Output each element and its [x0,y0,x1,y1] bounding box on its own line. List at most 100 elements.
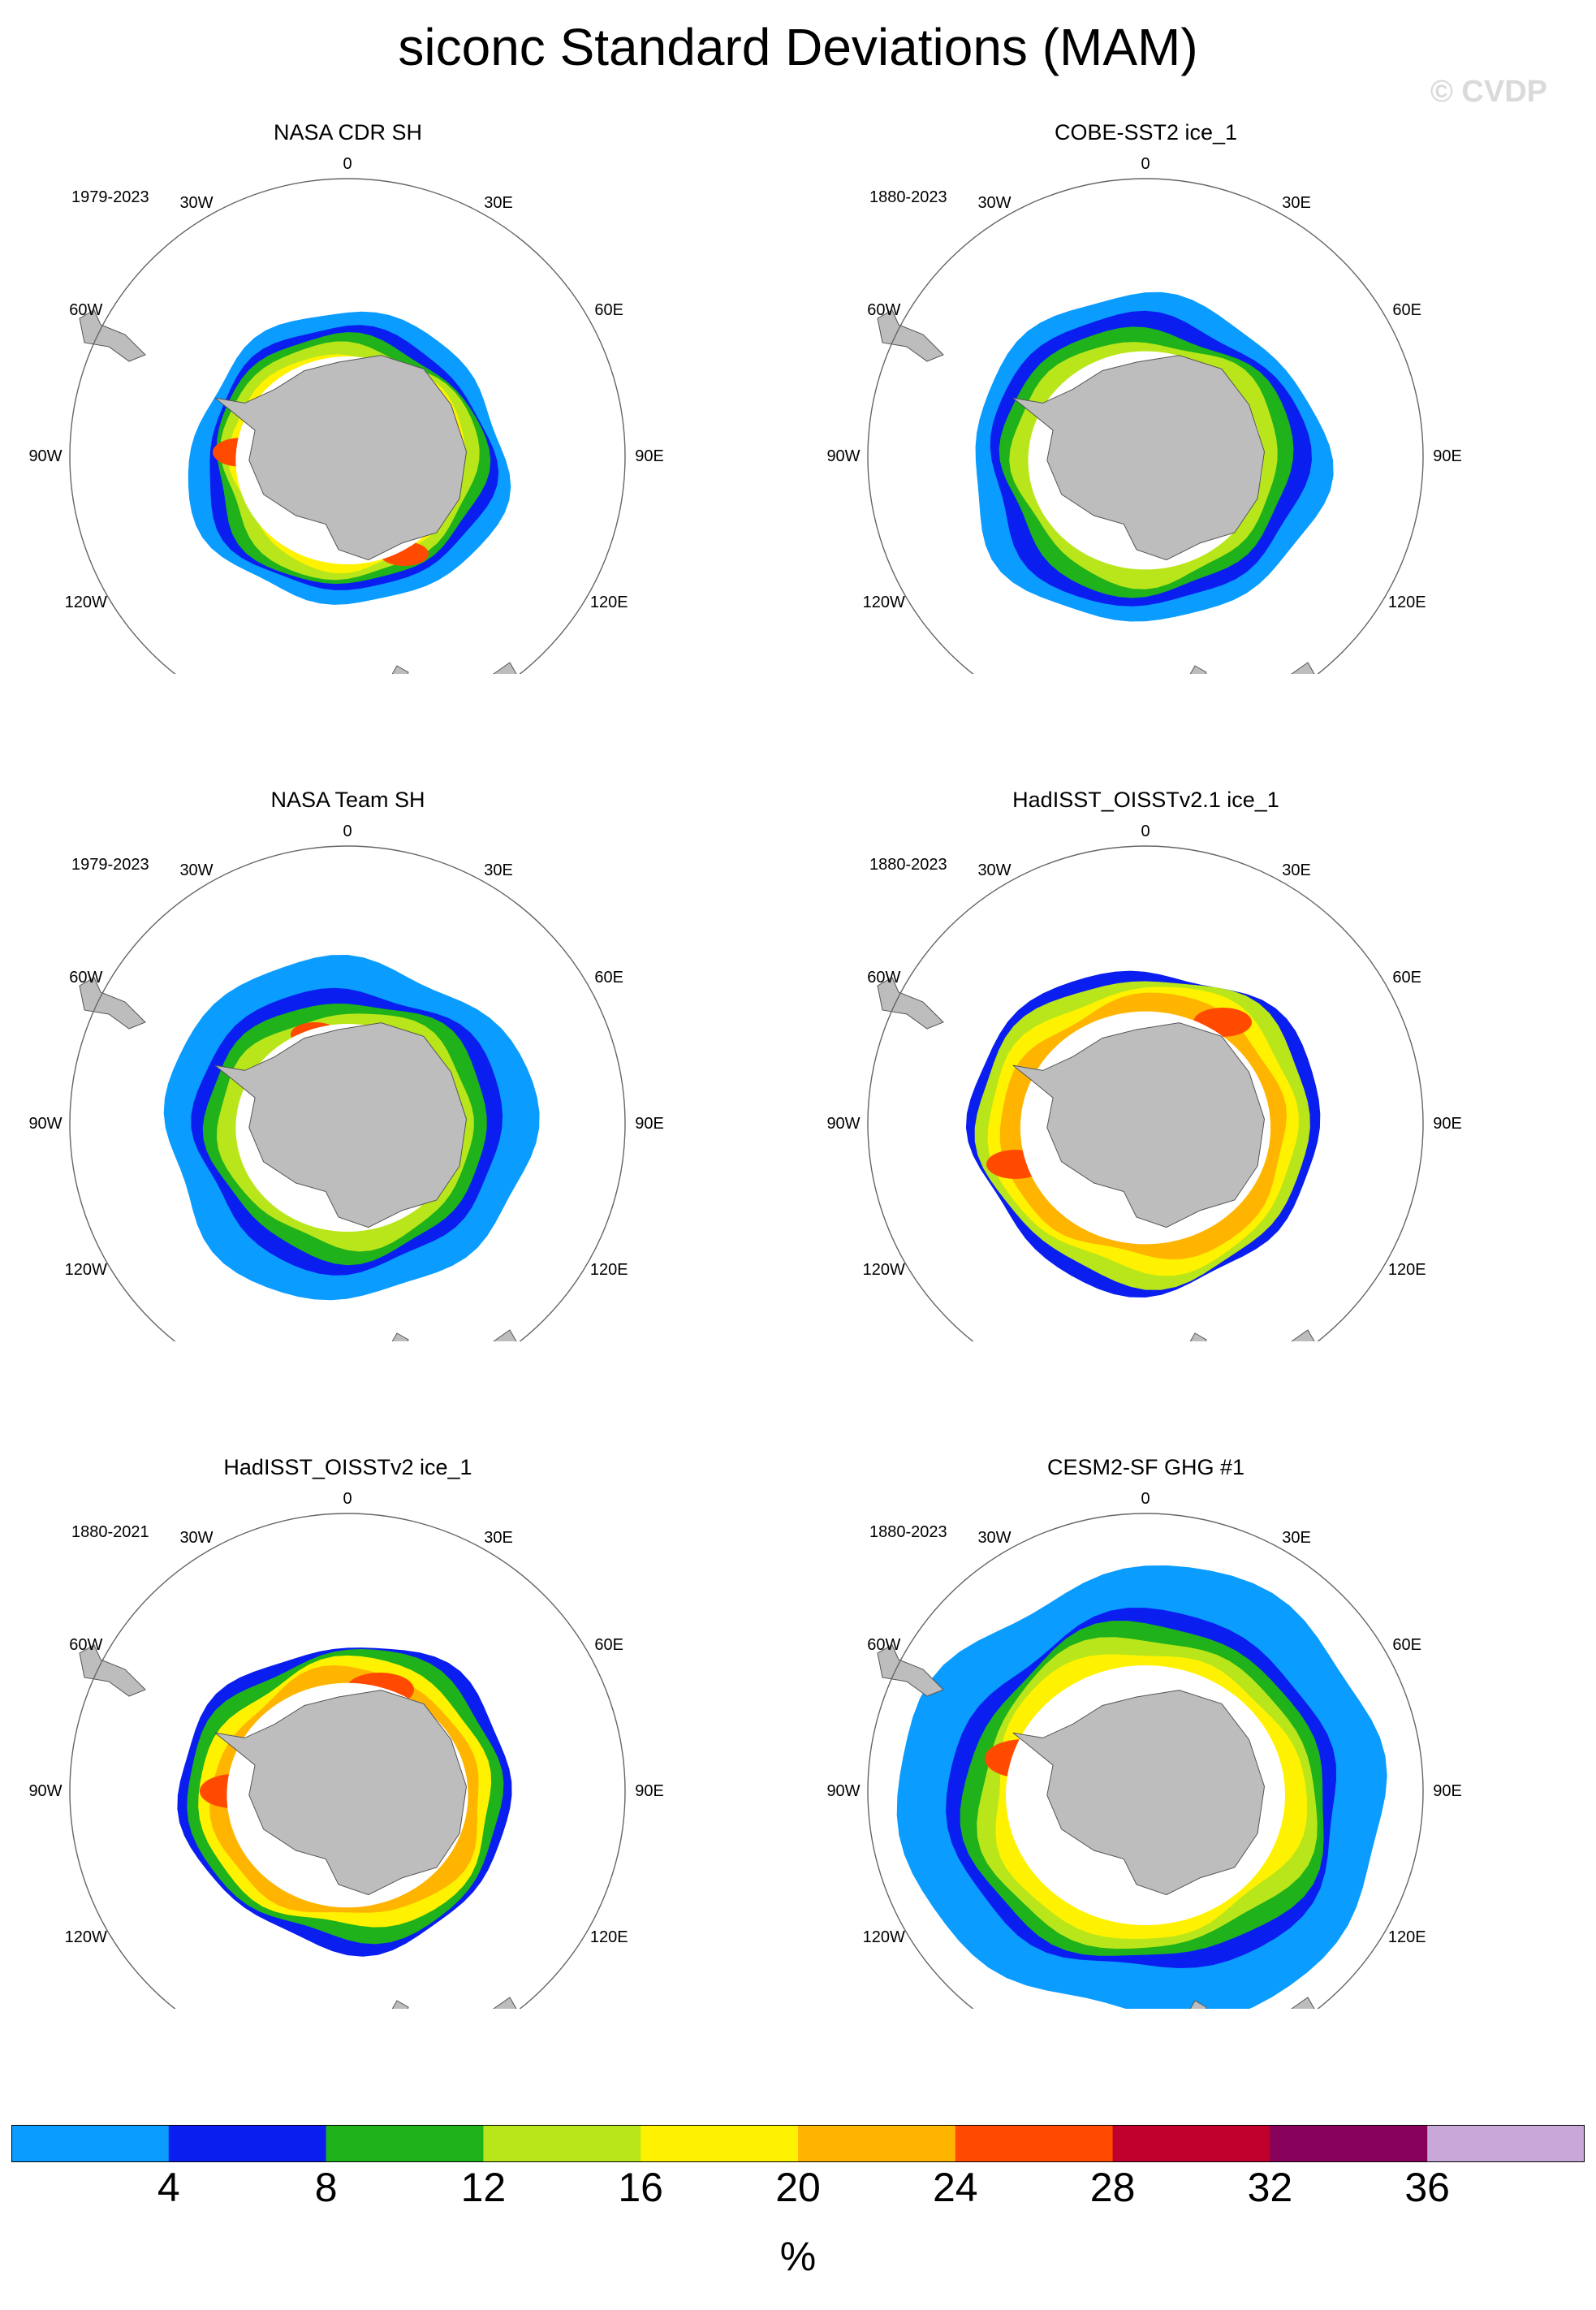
colorbar-tick-label: 8 [314,2165,338,2210]
longitude-label: 120E [590,1261,628,1279]
longitude-label: 60W [867,301,900,319]
colorbar-segment [326,2125,484,2162]
longitude-label: 30W [977,194,1011,212]
south-america-landmass [79,309,146,362]
south-america-landmass [877,1644,944,1697]
antarctica-landmass [1012,1690,1266,1896]
panel-title: COBE-SST2 ice_1 [1054,120,1238,145]
longitude-label: 60E [1392,1636,1421,1654]
longitude-label: 30W [179,861,213,879]
longitude-label: 30E [1282,861,1311,879]
new-zealand-landmass [1189,1332,1207,1341]
longitude-label: 120E [1388,594,1426,611]
longitude-label: 90E [1433,1782,1462,1800]
antarctica-landmass [1012,355,1266,561]
map-panel: 030E60E90E120E150E180150W120W90W60W30WHa… [676,667,1474,1341]
longitude-label: 90W [28,447,62,465]
watermark: © CVDP [1430,75,1547,109]
longitude-label: 60E [594,301,623,319]
antarctica-landmass [214,355,468,561]
longitude-label: 90W [826,1115,860,1133]
longitude-label: 60E [1392,969,1421,987]
colorbar-segment [1427,2125,1585,2162]
tasmania-landmass [493,1329,517,1341]
longitude-label: 120W [65,594,107,611]
longitude-label: 0 [343,155,352,173]
colorbar-tick-label: 36 [1404,2165,1450,2210]
longitude-label: 120W [65,1928,107,1946]
polar-map: 030E60E90E120E150E180150W120W90W60W30W [28,155,664,674]
panel-years: 1880-2023 [869,1523,947,1541]
colorbar-segment [483,2125,641,2162]
map-panel: 030E60E90E120E150E180150W120W90W60W30WCE… [676,1335,1474,2009]
map-panel: 030E60E90E120E150E180150W120W90W60W30WNA… [0,667,676,1341]
polar-map: 030E60E90E120E150E180150W120W90W60W30W [826,155,1462,674]
antarctica-landmass [214,1022,468,1228]
longitude-label: 120E [1388,1261,1426,1279]
colorbar-segment [641,2125,799,2162]
longitude-label: 90E [635,447,664,465]
antarctica-landmass [214,1690,468,1896]
colorbar-tick-label: 12 [460,2165,507,2210]
tasmania-landmass [1291,662,1315,674]
colorbar-segment [1112,2125,1270,2162]
longitude-label: 30E [1282,1529,1311,1547]
panel-title: NASA CDR SH [273,120,423,145]
longitude-label: 90E [1433,1115,1462,1133]
map-boundary [867,1513,1424,2009]
new-zealand-landmass [391,1332,409,1341]
panel-years: 1880-2021 [71,1523,149,1541]
longitude-label: 30W [977,1529,1011,1547]
south-america-landmass [79,977,146,1030]
longitude-label: 90E [635,1782,664,1800]
longitude-label: 90W [28,1115,62,1133]
longitude-label: 30E [484,194,513,212]
map-boundary [867,845,1424,1341]
colorbar-unit: % [779,2234,817,2279]
colorbar-tick-labels: 4 8 12 16 20 24 28 32 36 [0,2164,1596,2221]
longitude-label: 60E [1392,301,1421,319]
tasmania-landmass [1291,1329,1315,1341]
longitude-label: 60W [69,301,102,319]
longitude-label: 60W [69,969,102,987]
longitude-label: 0 [1141,823,1150,840]
colorbar-tick-label: 24 [932,2165,978,2210]
longitude-label: 90E [635,1115,664,1133]
polar-map: 030E60E90E120E150E180150W120W90W60W30W [28,823,664,1341]
polar-map: 030E60E90E120E150E180150W120W90W60W30W [826,823,1462,1341]
colorbar-segment [798,2125,956,2162]
colorbar-tick-label: 20 [775,2165,821,2210]
longitude-label: 30W [179,1529,213,1547]
longitude-label: 30W [977,861,1011,879]
new-zealand-landmass [1189,2000,1207,2009]
panel-title: HadISST_OISSTv2 ice_1 [223,1455,472,1479]
longitude-label: 30W [179,194,213,212]
main-title: siconc Standard Deviations (MAM) [398,18,1198,76]
longitude-label: 120W [863,1261,905,1279]
new-zealand-landmass [391,665,409,674]
map-boundary [69,1513,626,2009]
longitude-label: 0 [1141,155,1150,173]
longitude-label: 120E [1388,1928,1426,1946]
colorbar-segment [11,2125,170,2162]
panel-years: 1880-2023 [869,856,947,874]
longitude-label: 120E [590,1928,628,1946]
panel-title: HadISST_OISSTv2.1 ice_1 [1012,788,1279,812]
longitude-label: 60E [594,1636,623,1654]
longitude-label: 30E [484,861,513,879]
map-panel: 030E60E90E120E150E180150W120W90W60W30WCO… [676,0,1474,674]
colorbar-segment [168,2125,327,2162]
polar-map: 030E60E90E120E150E180150W120W90W60W30W [826,1490,1462,2009]
longitude-label: 30E [484,1529,513,1547]
longitude-label: 90E [1433,447,1462,465]
tasmania-landmass [493,662,517,674]
longitude-label: 0 [1141,1490,1150,1508]
colorbar-segment [955,2125,1114,2162]
longitude-label: 90W [826,1782,860,1800]
longitude-label: 60E [594,969,623,987]
new-zealand-landmass [391,2000,409,2009]
longitude-label: 0 [343,823,352,840]
new-zealand-landmass [1189,665,1207,674]
map-panels: 030E60E90E120E150E180150W120W90W60W30WNA… [0,0,1474,2009]
panel-years: 1979-2023 [71,188,149,206]
